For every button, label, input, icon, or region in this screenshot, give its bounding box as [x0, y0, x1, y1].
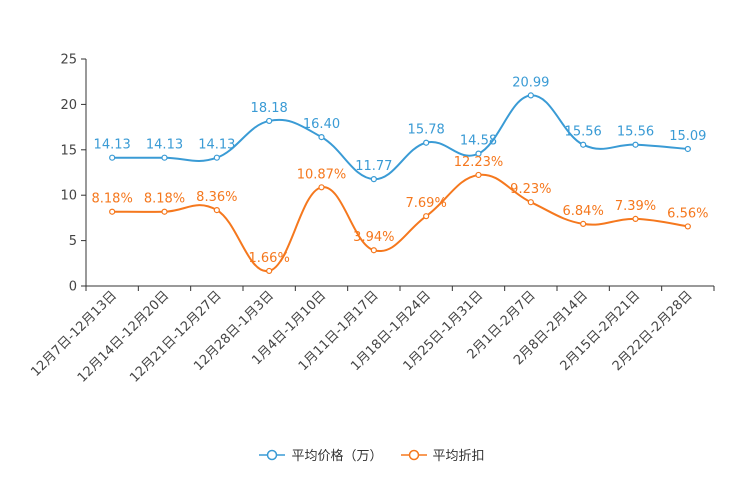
data-point: [266, 117, 273, 125]
x-tick-label: 12月14日-12月20日: [75, 288, 172, 385]
data-label: 3.94%: [353, 230, 394, 245]
data-point: [475, 171, 482, 179]
data-point: [684, 223, 691, 230]
data-label: 8.18%: [144, 192, 185, 207]
data-label: 11.77: [355, 159, 392, 174]
data-point: [423, 139, 430, 146]
data-label: 7.39%: [615, 199, 656, 214]
data-point: [423, 213, 430, 220]
y-tick-label: 10: [60, 189, 77, 204]
data-label: 18.18: [251, 101, 288, 116]
data-labels: 14.13 14.13 14.13 18.18 16.40 11.77 15.78 14.58…: [92, 75, 709, 266]
legend-discount-label: 平均折扣: [432, 449, 485, 464]
y-tick-label: 5: [69, 234, 77, 249]
data-label: 8.18%: [92, 192, 133, 207]
data-label: 15.56: [617, 125, 654, 140]
data-point: [213, 206, 220, 214]
data-label: 16.40: [303, 117, 340, 132]
data-point: [109, 208, 116, 215]
data-point: [213, 154, 220, 161]
data-label: 8.36%: [196, 190, 237, 205]
legend-discount-marker-icon: [400, 449, 427, 460]
data-point: [684, 145, 691, 153]
data-label: 15.09: [669, 129, 706, 144]
legend-item-price[interactable]: 平均价格（万）: [259, 445, 383, 464]
data-point: [580, 220, 587, 227]
data-label: 6.56%: [667, 206, 708, 221]
data-label: 15.56: [565, 125, 602, 140]
data-point: [109, 154, 116, 161]
y-tick-label: 0: [69, 280, 77, 295]
axes: 0 5 10 15 20 25 12月7日-12月13日12月14日-12月20日12月21…: [28, 53, 715, 386]
data-label: 9.23%: [510, 182, 551, 197]
legend-price-marker-icon: [259, 449, 286, 460]
data-point: [632, 215, 639, 222]
data-point: [266, 267, 273, 275]
data-label: 15.78: [408, 123, 445, 138]
data-label: 12.23%: [454, 155, 504, 170]
data-label: 14.13: [94, 138, 131, 153]
data-point: [161, 208, 168, 215]
data-label: 6.84%: [563, 204, 604, 219]
data-point: [632, 141, 639, 148]
y-tick-label: 20: [60, 98, 77, 113]
legend-item-discount[interactable]: 平均折扣: [400, 445, 485, 464]
series-layer: [109, 92, 691, 275]
data-point: [580, 141, 587, 148]
data-point: [370, 176, 377, 183]
data-label: 14.58: [460, 134, 497, 149]
x-tick-label: 12月7日-12月13日: [28, 288, 120, 380]
data-point: [527, 199, 534, 206]
data-point: [318, 133, 325, 141]
data-point: [475, 150, 482, 157]
data-point: [161, 154, 168, 161]
data-label: 14.13: [146, 138, 183, 153]
y-tick-label: 15: [60, 143, 77, 158]
data-point: [370, 247, 377, 254]
data-label: 14.13: [198, 138, 235, 153]
x-tick-label: 12月21日-12月27日: [127, 288, 224, 385]
data-point: [318, 184, 325, 191]
legend-price-label: 平均价格（万）: [291, 449, 383, 464]
data-label: 1.66%: [249, 251, 290, 266]
y-tick-label: 25: [60, 53, 77, 68]
data-label: 10.87%: [297, 167, 347, 182]
data-point: [527, 92, 534, 99]
legend: 平均价格（万） 平均折扣: [0, 445, 744, 464]
data-label: 20.99: [512, 75, 549, 90]
data-label: 7.69%: [406, 196, 447, 211]
